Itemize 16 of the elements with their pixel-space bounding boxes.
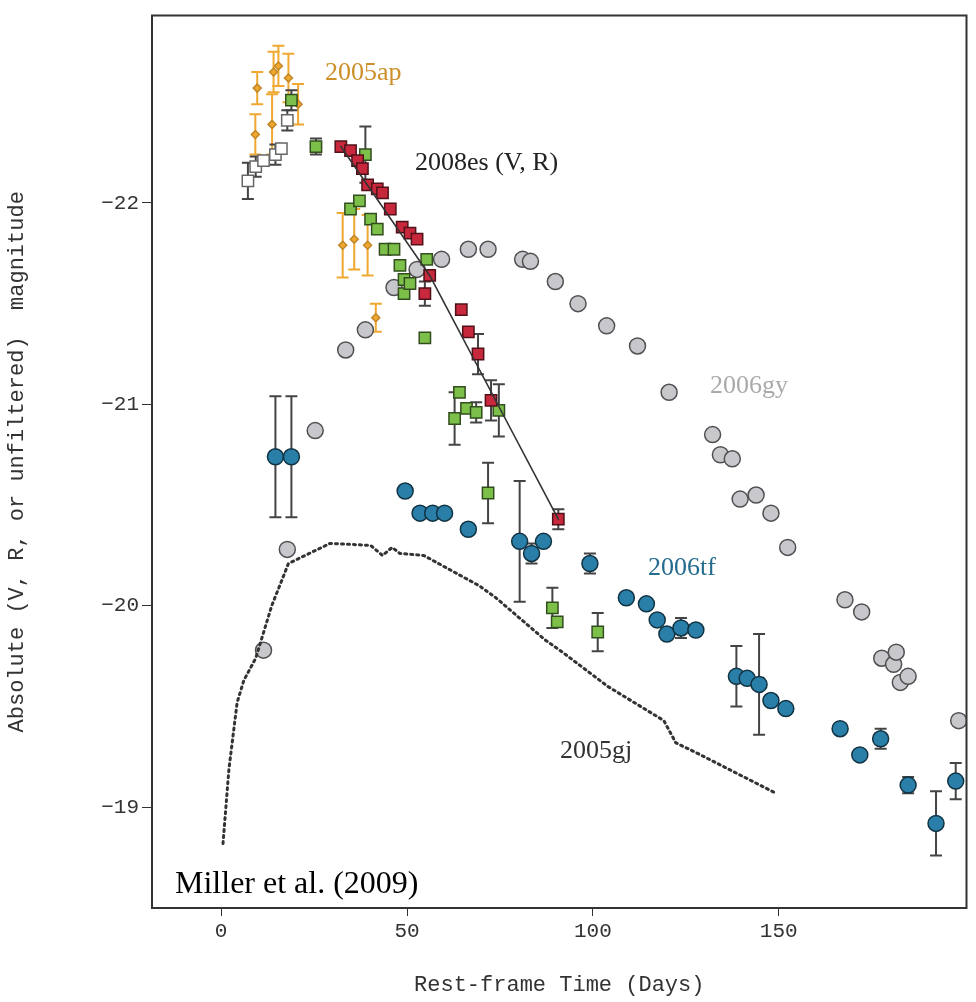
- series-label: 2005gj: [560, 735, 633, 764]
- x-tick-label: 150: [759, 920, 798, 944]
- y-tick-label: −20: [101, 594, 139, 618]
- x-tick-label: 50: [394, 920, 420, 944]
- annotation: Miller et al. (2009): [175, 864, 419, 900]
- x-axis-title: Rest-frame Time (Days): [414, 972, 705, 998]
- y-tick-label: −19: [101, 795, 139, 819]
- series-label: 2006gy: [710, 370, 788, 399]
- y-axis-title: Absolute (V, R, or unfiltered) magnitude: [5, 191, 31, 733]
- series-label: 2006tf: [648, 552, 717, 581]
- series-label: 2005ap: [325, 57, 402, 86]
- y-tick-label: −21: [101, 392, 139, 416]
- x-tick-label: 100: [573, 920, 612, 944]
- annotation: 2008es (V, R): [415, 147, 559, 176]
- x-tick-label: 0: [214, 920, 228, 944]
- y-tick-label: −22: [101, 191, 139, 215]
